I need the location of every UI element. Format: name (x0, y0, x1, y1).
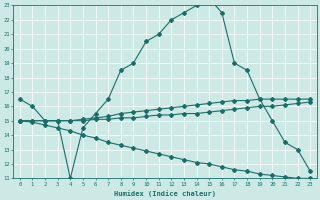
X-axis label: Humidex (Indice chaleur): Humidex (Indice chaleur) (114, 190, 216, 197)
